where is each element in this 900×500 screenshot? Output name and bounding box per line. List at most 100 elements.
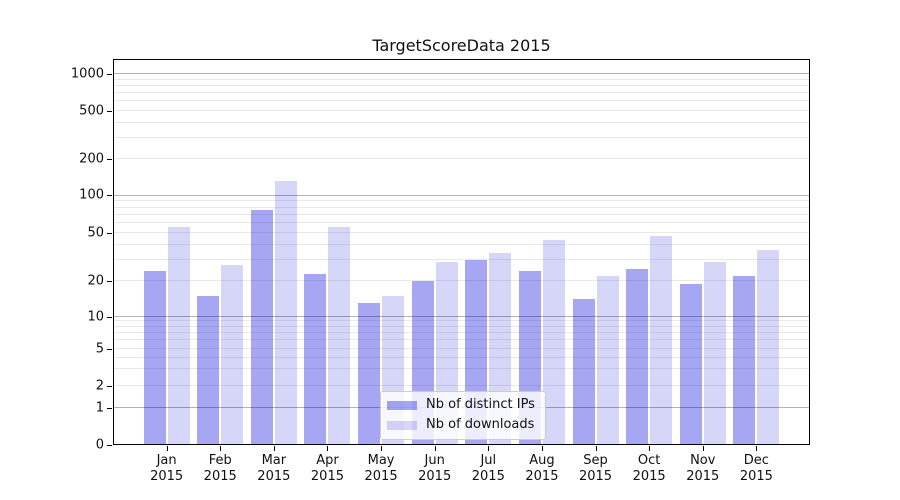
gridline-minor (113, 348, 810, 350)
x-tick-label-may: May 2015 (364, 453, 398, 484)
x-tick-label-dec: Dec 2015 (739, 453, 773, 484)
gridline-minor (113, 206, 810, 208)
gridline-major (113, 73, 810, 75)
gridline-minor (113, 213, 810, 215)
x-tick-label-jul: Jul 2015 (471, 453, 505, 484)
y-tick-mark (107, 385, 112, 387)
gridline-minor (113, 332, 810, 334)
y-tick-label: 1000 (70, 66, 104, 82)
x-tick-mark (273, 446, 275, 451)
y-tick-label: 2 (95, 378, 104, 394)
gridline-minor (113, 325, 810, 327)
bar-downloads-mar (274, 180, 297, 445)
x-tick-label-nov: Nov 2015 (686, 453, 720, 484)
y-tick-label: 200 (79, 151, 104, 167)
x-tick-label-sep: Sep 2015 (578, 453, 613, 484)
legend-swatch-downloads (387, 420, 417, 430)
y-tick-mark (107, 74, 112, 75)
legend-item-downloads: Nb of downloads (387, 417, 535, 433)
y-tick-mark (107, 159, 112, 160)
y-tick-mark (107, 445, 112, 446)
x-tick-mark (541, 446, 543, 451)
bar-downloads-nov (703, 261, 726, 445)
gridline-minor (113, 158, 810, 160)
y-tick-label: 20 (87, 273, 104, 289)
bar-downloads-oct (650, 236, 673, 445)
gridline-minor (113, 136, 810, 138)
bar-distinct-ips-dec (733, 276, 756, 445)
x-tick-label-oct: Oct 2015 (632, 453, 666, 484)
gridline-minor (113, 243, 810, 245)
gridline-minor (113, 320, 810, 322)
bar-downloads-sep (596, 276, 619, 445)
gridline-minor (113, 78, 810, 80)
x-tick-mark (488, 446, 490, 451)
gridline-minor (113, 92, 810, 94)
gridline-major (113, 194, 810, 196)
bar-distinct-ips-feb (197, 295, 220, 445)
gridline-minor (113, 280, 810, 281)
bar-distinct-ips-apr (304, 273, 327, 445)
bar-distinct-ips-nov (679, 283, 702, 445)
y-tick-label: 5 (95, 341, 104, 357)
x-tick-mark (434, 446, 436, 451)
gridline-minor (113, 100, 810, 102)
x-tick-mark (381, 446, 383, 451)
y-tick-mark (107, 233, 112, 234)
x-tick-label-jun: Jun 2015 (418, 453, 452, 484)
bar-distinct-ips-sep (572, 299, 595, 445)
legend-label-downloads: Nb of downloads (426, 417, 535, 432)
y-tick-label: 100 (79, 187, 104, 203)
gridline-minor (113, 121, 810, 123)
y-tick-mark (107, 316, 112, 318)
y-tick-label: 10 (87, 309, 104, 324)
x-tick-mark (166, 446, 168, 451)
y-tick-mark (107, 280, 112, 282)
y-tick-mark (107, 195, 112, 197)
x-tick-mark (756, 446, 758, 451)
chart-title: TargetScoreData 2015 (372, 36, 551, 55)
gridline-minor (113, 356, 810, 358)
y-tick-label: 50 (87, 225, 104, 241)
y-tick-label: 1 (95, 400, 104, 416)
bar-distinct-ips-mar (250, 210, 273, 445)
legend-item-distinct-ips: Nb of distinct IPs (387, 397, 535, 413)
legend: Nb of distinct IPs Nb of downloads (380, 391, 546, 440)
gridline-minor (113, 384, 810, 386)
legend-swatch-distinct-ips (387, 400, 417, 410)
gridline-minor (113, 200, 810, 202)
bar-downloads-feb (221, 265, 244, 445)
bar-distinct-ips-jan (143, 271, 166, 445)
legend-label-distinct-ips: Nb of distinct IPs (426, 397, 535, 412)
plot-area (113, 59, 810, 445)
x-tick-mark (220, 446, 222, 451)
bar-downloads-jan (167, 226, 190, 445)
bars-layer (113, 59, 810, 445)
bar-distinct-ips-may (358, 303, 381, 445)
x-tick-mark (649, 446, 651, 451)
x-tick-label-mar: Mar 2015 (257, 453, 291, 484)
gridline-minor (113, 222, 810, 224)
gridline-minor (113, 110, 810, 111)
gridlines-layer (113, 59, 810, 445)
gridline-minor (113, 258, 810, 260)
x-tick-label-feb: Feb 2015 (203, 453, 237, 484)
bar-downloads-aug (542, 239, 565, 445)
gridline-major (113, 315, 810, 317)
bar-distinct-ips-oct (626, 269, 649, 445)
bar-downloads-apr (328, 226, 351, 445)
bar-downloads-dec (757, 250, 780, 445)
x-tick-mark (595, 446, 597, 451)
y-tick-mark (107, 349, 112, 350)
y-tick-mark (107, 110, 112, 112)
gridline-minor (113, 339, 810, 341)
gridline-minor (113, 232, 810, 234)
gridline-minor (113, 368, 810, 370)
y-tick-mark (107, 407, 112, 409)
x-tick-mark (327, 446, 329, 451)
y-tick-label: 500 (79, 103, 104, 119)
gridline-minor (113, 84, 810, 86)
x-tick-label-apr: Apr 2015 (310, 453, 344, 484)
y-tick-label: 0 (95, 437, 104, 453)
